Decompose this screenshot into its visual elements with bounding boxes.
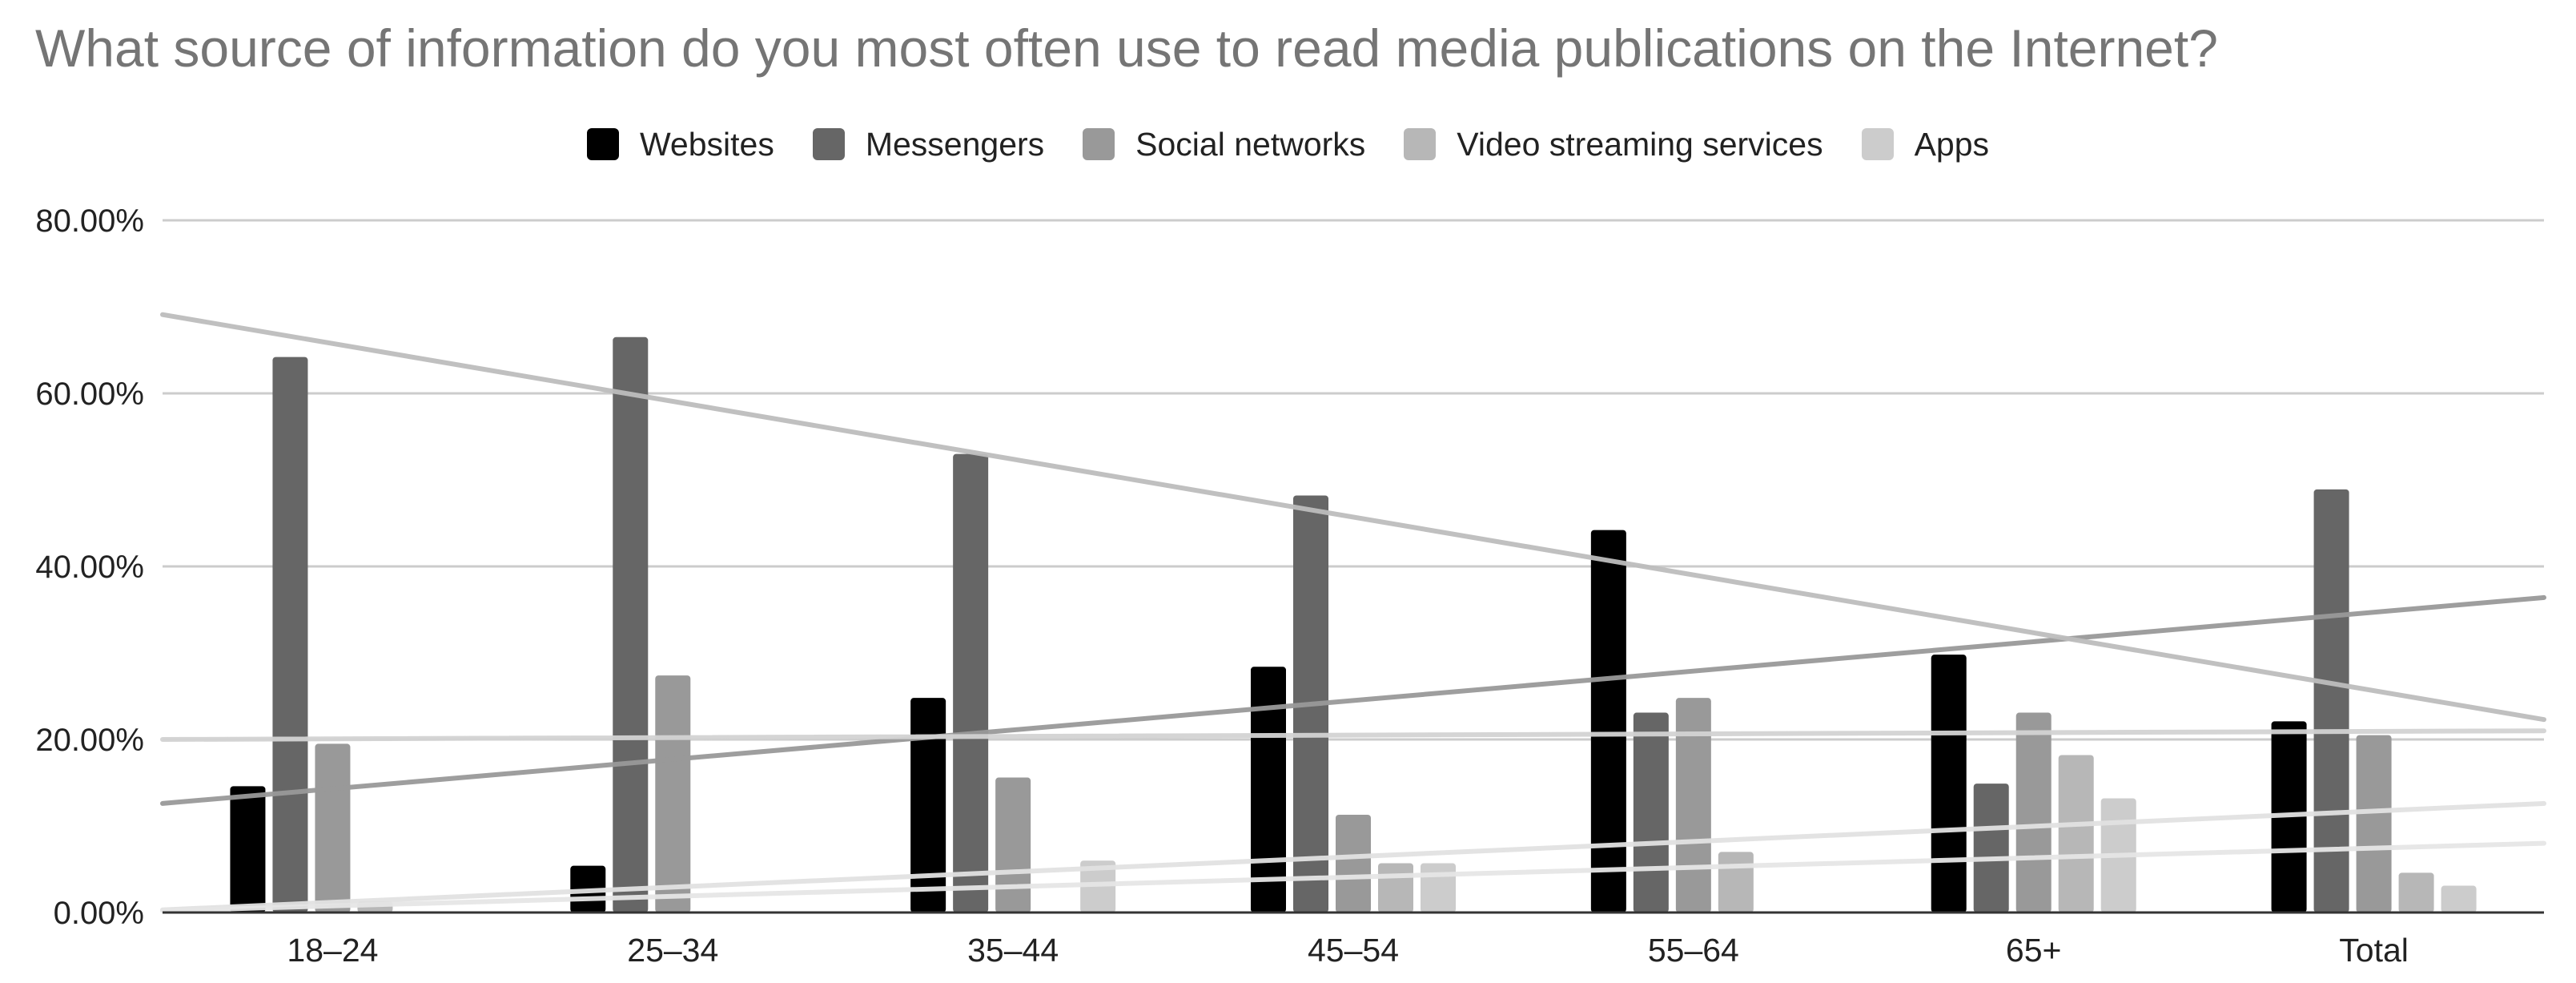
legend-item-messengers: Messengers [812, 125, 1045, 163]
bar-websites [910, 698, 946, 912]
x-tick-label: Total [2339, 932, 2409, 969]
trendlines [160, 312, 2546, 913]
y-axis-ticks: 0.00% 20.00% 40.00% 60.00% 80.00% [35, 203, 144, 931]
bar-social-networks [315, 743, 351, 912]
gridlines [163, 219, 2544, 741]
chart-legend: Websites Messengers Social networks Vide… [0, 120, 2576, 168]
bar-apps [1421, 863, 1456, 912]
y-tick-label: 20.00% [35, 723, 144, 758]
bar-video-streaming-services [2398, 872, 2434, 912]
trendline-apps [160, 840, 2546, 913]
bars [230, 336, 2477, 912]
trendline-video-streaming-services [160, 800, 2546, 912]
y-tick-label: 60.00% [35, 377, 144, 412]
trendline-messengers [160, 312, 2546, 723]
legend-label-websites: Websites [639, 125, 774, 163]
legend-swatch-websites [586, 128, 619, 160]
bar-social-networks [1336, 814, 1371, 912]
bar-video-streaming-services [2058, 755, 2094, 912]
legend-label-messengers: Messengers [865, 125, 1045, 163]
bar-messengers [953, 453, 989, 912]
x-tick-label: 35–44 [967, 932, 1059, 969]
bar-social-networks [2015, 712, 2052, 912]
legend-label-apps: Apps [1914, 125, 1990, 163]
bar-websites [1931, 655, 1967, 912]
bar-apps [2441, 885, 2477, 912]
legend-item-video-streaming: Video streaming services [1404, 125, 1823, 163]
legend-label-social-networks: Social networks [1135, 125, 1366, 163]
x-tick-label: 45–54 [1308, 932, 1399, 969]
x-tick-label: 25–34 [627, 932, 718, 969]
legend-swatch-video-streaming [1404, 128, 1437, 160]
legend-item-social-networks: Social networks [1083, 126, 1365, 163]
trendline-social-networks [160, 728, 2546, 742]
chart-title: What source of information do you most o… [35, 18, 2218, 78]
bar-social-networks [1675, 698, 1711, 912]
legend-item-websites: Websites [586, 125, 774, 163]
x-tick-label: 65+ [2006, 932, 2062, 969]
bar-video-streaming-services [1378, 863, 1413, 912]
bar-social-networks [655, 675, 691, 912]
y-tick-label: 0.00% [54, 896, 144, 931]
bar-video-streaming-services [1718, 852, 1754, 912]
bar-websites [1251, 667, 1286, 912]
bar-social-networks [995, 777, 1031, 912]
legend-item-apps: Apps [1861, 125, 1990, 163]
y-tick-label: 40.00% [35, 550, 144, 585]
bar-messengers [613, 336, 649, 912]
bar-messengers [1973, 784, 2009, 912]
bar-messengers [272, 357, 308, 912]
legend-label-video-streaming: Video streaming services [1457, 125, 1823, 163]
legend-swatch-messengers [812, 128, 845, 160]
x-tick-label: 18–24 [287, 932, 378, 969]
bar-messengers [1633, 712, 1669, 912]
bar-websites [230, 786, 266, 912]
x-tick-label: 55–64 [1648, 932, 1739, 969]
bar-websites [1590, 530, 1626, 912]
bar-messengers [2313, 489, 2349, 912]
x-axis-ticks: 18–24 25–34 35–44 45–54 55–64 65+ Total [287, 932, 2408, 969]
bar-social-networks [2356, 735, 2392, 912]
legend-swatch-social-networks [1083, 128, 1115, 160]
trendline-websites [160, 594, 2546, 806]
legend-swatch-apps [1861, 128, 1894, 160]
y-tick-label: 80.00% [35, 203, 144, 239]
